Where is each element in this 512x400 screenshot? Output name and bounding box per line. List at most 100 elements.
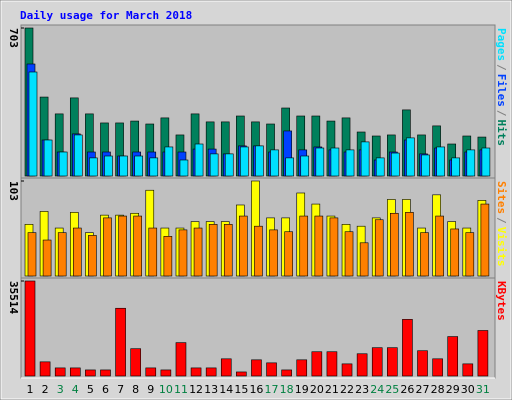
bar: [341, 363, 353, 377]
x-tick-label: 1: [27, 383, 34, 396]
bar: [42, 239, 52, 277]
bar: [39, 361, 51, 377]
bar: [465, 232, 475, 277]
bar: [69, 367, 81, 377]
x-tick-label: 12: [189, 383, 203, 396]
x-tick-label: 18: [280, 383, 294, 396]
bar: [118, 215, 127, 277]
bar: [311, 351, 323, 377]
bar: [134, 155, 143, 177]
x-tick-label: 29: [446, 383, 460, 396]
legend-entry: KBytes: [495, 281, 508, 321]
bar: [115, 307, 126, 377]
x-tick-label: 28: [431, 383, 445, 396]
bar: [281, 369, 292, 377]
x-tick-label: 11: [174, 383, 188, 396]
bar: [104, 155, 113, 177]
bar: [251, 359, 262, 377]
bar: [345, 149, 355, 177]
bar: [73, 134, 83, 177]
bar: [24, 280, 36, 377]
bar: [205, 367, 217, 377]
x-tick-label: 4: [72, 383, 79, 396]
bar: [300, 155, 310, 177]
legend: Sites / Visits: [495, 181, 508, 267]
bar: [375, 157, 385, 177]
bar: [160, 369, 172, 377]
y-tick-label: 35514: [7, 281, 20, 314]
bar: [269, 229, 278, 277]
bar: [371, 347, 383, 377]
x-tick-label: 22: [340, 383, 354, 396]
bar: [344, 231, 354, 277]
bar: [432, 358, 443, 377]
bar: [462, 363, 474, 377]
bar: [402, 319, 413, 377]
bar: [405, 212, 414, 277]
bar: [387, 347, 398, 377]
legend-separator: /: [495, 217, 508, 224]
bar: [435, 215, 444, 277]
bar: [360, 141, 370, 177]
bar: [326, 351, 338, 377]
bar: [209, 153, 219, 177]
chart-title: Daily usage for March 2018: [20, 9, 192, 22]
bar: [130, 348, 141, 377]
bar: [285, 157, 294, 177]
bar: [85, 369, 96, 377]
bar: [466, 149, 476, 177]
bar: [100, 369, 111, 377]
bar: [406, 137, 415, 177]
bar: [391, 152, 400, 177]
legend-entry: Visits: [495, 227, 508, 267]
bar: [72, 227, 82, 277]
x-tick-label: 9: [147, 383, 154, 396]
x-tick-label: 31: [476, 383, 490, 396]
bar: [220, 358, 232, 377]
bar: [148, 227, 158, 277]
bar: [420, 232, 429, 277]
bar: [54, 367, 66, 377]
x-tick-label: 8: [132, 383, 139, 396]
bar: [390, 212, 399, 277]
x-tick-label: 5: [87, 383, 94, 396]
bar: [240, 146, 249, 177]
legend-entry: Hits: [495, 120, 508, 147]
x-tick-label: 16: [249, 383, 263, 396]
bar: [28, 71, 38, 177]
bar: [481, 147, 491, 177]
x-tick-label: 19: [295, 383, 309, 396]
bar: [194, 143, 204, 177]
x-tick-label: 15: [234, 383, 248, 396]
bar: [145, 367, 157, 377]
bar: [223, 224, 233, 277]
bar: [266, 362, 277, 377]
bar: [190, 367, 202, 377]
bar: [417, 350, 428, 377]
x-tick-label: 2: [42, 383, 49, 396]
legend-entry: Pages: [495, 28, 508, 61]
x-tick-label: 27: [416, 383, 430, 396]
bar: [164, 146, 174, 177]
bar: [178, 229, 188, 277]
bar: [436, 146, 445, 177]
x-tick-label: 24: [370, 383, 384, 396]
x-tick-label: 30: [461, 383, 475, 396]
legend-entry: Sites: [495, 181, 508, 214]
x-tick-label: 7: [117, 383, 124, 396]
bar: [103, 217, 112, 277]
bar: [175, 342, 187, 377]
x-tick-label: 17: [265, 383, 279, 396]
bar: [224, 153, 234, 177]
x-tick-label: 26: [400, 383, 414, 396]
bar: [179, 159, 189, 177]
bar: [374, 219, 384, 277]
bar: [239, 215, 248, 277]
bar: [477, 330, 489, 377]
bar: [57, 232, 67, 277]
x-tick-label: 6: [102, 383, 109, 396]
bar: [451, 157, 461, 177]
x-tick-label: 10: [159, 383, 173, 396]
